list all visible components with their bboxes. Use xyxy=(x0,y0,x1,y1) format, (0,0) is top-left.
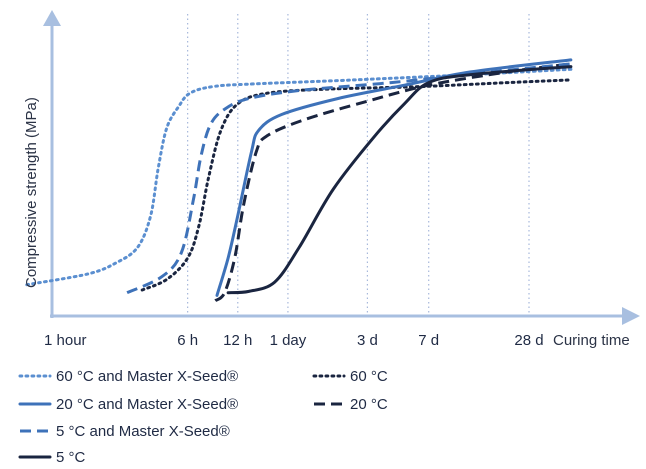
x-tick-label-1: 6 h xyxy=(177,332,198,349)
series-line-5 xyxy=(226,65,573,295)
x-axis-title: Curing time xyxy=(553,332,630,349)
series-group xyxy=(25,58,573,302)
x-tick-label-5: 7 d xyxy=(418,332,439,349)
legend-label-1: 60 °C xyxy=(350,368,388,385)
series-line-0 xyxy=(25,67,573,287)
x-tick-label-3: 1 day xyxy=(270,332,307,349)
legend-label-3: 20 °C xyxy=(350,396,388,413)
series-line-4 xyxy=(126,62,572,295)
x-axis-arrow xyxy=(622,307,640,325)
x-tick-label-2: 12 h xyxy=(223,332,252,349)
x-tick-labels: 1 hour 6 h 12 h 1 day 3 d 7 d 28 d xyxy=(44,332,544,349)
y-axis-arrow xyxy=(43,10,61,26)
x-tick-label-4: 3 d xyxy=(357,332,378,349)
x-tick-label-0: 1 hour xyxy=(44,332,87,349)
y-axis-title: Compressive strength (MPa) xyxy=(23,97,40,288)
series-line-2 xyxy=(215,58,573,297)
axes xyxy=(43,10,640,325)
gridlines xyxy=(187,14,530,314)
series-line-3 xyxy=(214,62,572,302)
x-tick-label-6: 28 d xyxy=(514,332,543,349)
legend-label-5: 5 °C xyxy=(56,449,86,466)
series-line-1 xyxy=(140,78,573,292)
legend-label-0: 60 °C and Master X-Seed® xyxy=(56,368,238,385)
legend-label-2: 20 °C and Master X-Seed® xyxy=(56,396,238,413)
legend: 60 °C and Master X-Seed® 60 °C 20 °C and M… xyxy=(18,368,388,466)
legend-label-4: 5 °C and Master X-Seed® xyxy=(56,423,230,440)
